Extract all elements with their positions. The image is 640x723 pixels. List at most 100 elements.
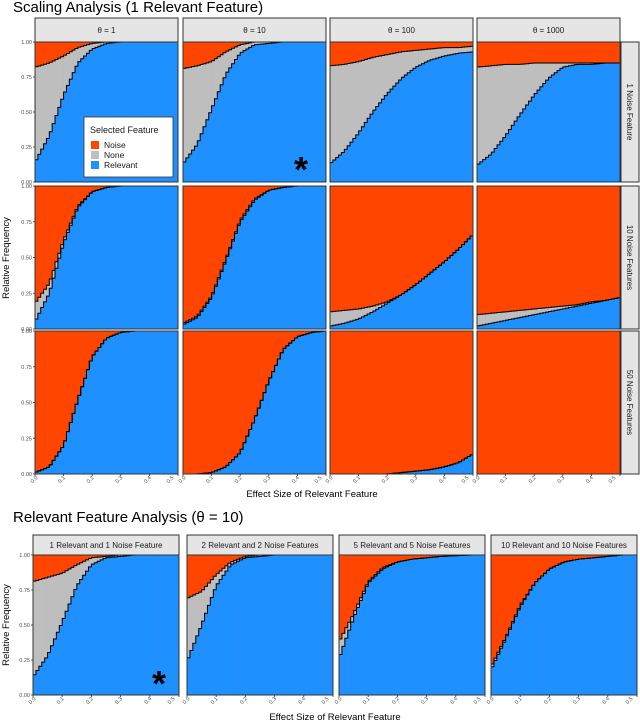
- relevant-bar: [120, 42, 124, 182]
- relevant-bar: [152, 331, 156, 474]
- none-bar: [97, 42, 102, 47]
- relevant-bar: [100, 45, 104, 182]
- relevant-bar: [317, 186, 321, 329]
- relevant-bar: [594, 302, 598, 329]
- relevant-bar: [52, 123, 56, 182]
- relevant-bar: [160, 186, 164, 329]
- relevant-bar: [132, 186, 136, 329]
- relevant-bar: [200, 311, 204, 329]
- none-bar: [231, 48, 235, 64]
- relevant-bar: [66, 431, 70, 474]
- relevant-bar: [80, 386, 84, 474]
- legend-swatch-none: [91, 151, 99, 159]
- none-bar: [330, 311, 334, 326]
- relevant-bar: [152, 186, 156, 329]
- none-bar: [222, 568, 226, 576]
- relevant-bar: [300, 555, 305, 695]
- none-bar: [223, 52, 227, 78]
- none-bar: [430, 48, 434, 60]
- none-bar: [418, 49, 422, 66]
- none-bar: [35, 66, 39, 160]
- relevant-bar: [63, 239, 67, 329]
- relevant-bar: [631, 555, 635, 695]
- none-bar: [341, 64, 345, 153]
- relevant-bar: [157, 331, 162, 474]
- y-tick-label: 0.25: [21, 145, 32, 151]
- relevant-bar: [158, 555, 162, 695]
- relevant-bar: [311, 186, 315, 329]
- relevant-bar: [438, 556, 442, 695]
- relevant-bar: [577, 64, 581, 182]
- x-tick-label: 0.2: [86, 475, 96, 485]
- relevant-bar: [263, 392, 267, 474]
- relevant-bar: [211, 293, 215, 329]
- relevant-bar: [537, 313, 541, 329]
- none-bar: [194, 316, 198, 319]
- none-bar: [91, 557, 95, 565]
- x-tick-label: 0.3: [268, 696, 278, 706]
- relevant-bar: [372, 110, 377, 182]
- relevant-bar: [406, 560, 410, 695]
- relevant-bar: [228, 462, 232, 474]
- relevant-bar: [388, 565, 392, 695]
- relevant-bar: [97, 347, 102, 474]
- column-strip-label: 10 Relevant and 10 Noise Features: [501, 541, 627, 550]
- relevant-bar: [552, 566, 556, 695]
- noise-area: [330, 331, 473, 474]
- relevant-bar: [117, 42, 122, 182]
- relevant-bar: [614, 63, 618, 182]
- relevant-bar: [585, 64, 589, 182]
- relevant-bar: [146, 42, 150, 182]
- relevant-bar: [557, 309, 561, 329]
- relevant-bar: [476, 555, 480, 695]
- relevant-bar: [470, 454, 474, 474]
- relevant-bar: [344, 322, 348, 329]
- relevant-bar: [555, 565, 559, 695]
- relevant-ylabel: Relative Frequency: [1, 584, 12, 666]
- x-tick-label: 0.1: [57, 475, 67, 485]
- none-bar: [364, 59, 368, 123]
- none-bar: [444, 47, 448, 56]
- none-bar: [200, 310, 204, 312]
- relevant-bar: [467, 456, 471, 474]
- none-bar: [111, 555, 116, 558]
- none-bar: [470, 46, 474, 52]
- none-bar: [60, 56, 64, 100]
- relevant-bar: [76, 583, 81, 695]
- relevant-bar: [185, 157, 190, 182]
- none-bar: [559, 306, 564, 310]
- relevant-bar: [305, 186, 310, 329]
- none-bar: [106, 42, 110, 44]
- relevant-bar: [464, 555, 468, 695]
- relevant-bar: [548, 311, 552, 329]
- relevant-bar: [86, 196, 90, 329]
- relevant-bar: [172, 331, 176, 474]
- none-bar: [514, 615, 518, 617]
- none-bar: [424, 49, 428, 63]
- none-bar: [497, 312, 501, 322]
- relevant-bar: [551, 310, 555, 329]
- none-bar: [370, 306, 374, 313]
- relevant-bar: [228, 67, 232, 182]
- none-bar: [355, 309, 359, 320]
- none-bar: [485, 313, 489, 325]
- relevant-bar: [214, 470, 218, 474]
- relevant-bar: [534, 93, 538, 182]
- relevant-bar: [237, 225, 241, 329]
- none-bar: [438, 48, 442, 58]
- x-tick-label: 0.2: [381, 475, 391, 485]
- none-bar: [187, 597, 191, 658]
- relevant-bar: [231, 63, 235, 183]
- none-bar: [551, 307, 555, 311]
- relevant-bar: [508, 629, 512, 695]
- relevant-bar: [412, 471, 417, 474]
- none-bar: [574, 63, 578, 65]
- relevant-bar: [73, 589, 78, 695]
- relevant-bar: [398, 295, 402, 329]
- none-bar: [517, 310, 521, 318]
- asterisk-annotation: *: [152, 663, 166, 704]
- none-bar: [217, 56, 221, 92]
- boundary-line: [491, 554, 637, 668]
- none-bar: [554, 63, 558, 73]
- none-bar: [268, 42, 272, 44]
